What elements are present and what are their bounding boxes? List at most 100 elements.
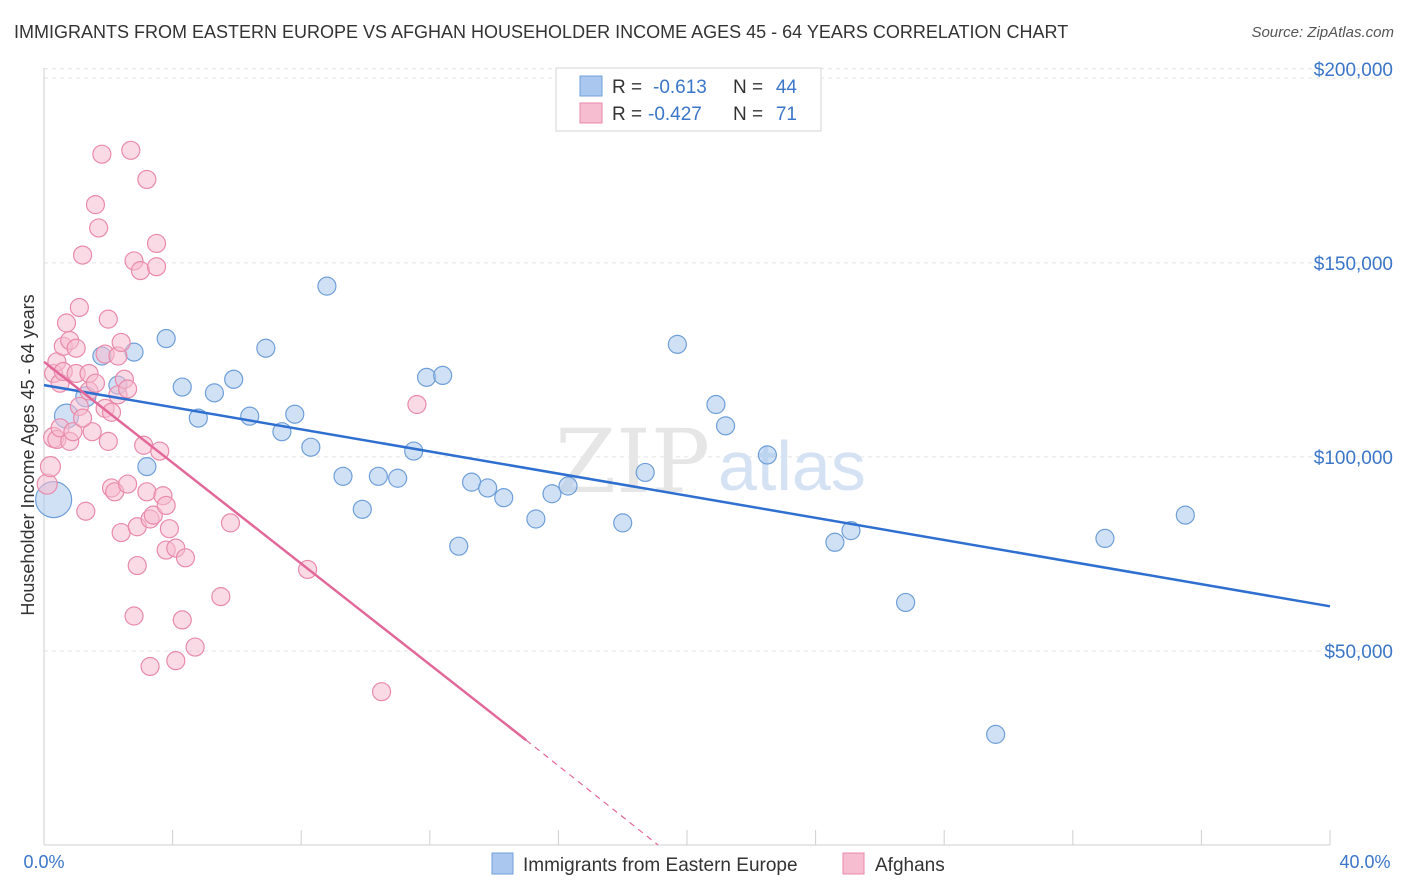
point-afghans-18 <box>72 245 93 265</box>
point-afghans-14 <box>66 338 86 358</box>
point-eastern-europe-30 <box>542 484 562 504</box>
point-afghans-25 <box>89 218 109 238</box>
grid-lines <box>44 68 1395 652</box>
point-afghans-0 <box>36 473 58 495</box>
point-eastern-europe-11 <box>224 369 244 389</box>
point-afghans-63 <box>185 637 205 657</box>
legend-n-value-1: 44 <box>776 77 798 98</box>
y-tick-label-100000: $100,000 <box>1314 448 1393 469</box>
point-afghans-23 <box>85 195 106 215</box>
chart-title: IMMIGRANTS FROM EASTERN EUROPE VS AFGHAN… <box>14 22 1069 42</box>
point-eastern-europe-16 <box>301 437 321 457</box>
x-tick-label-max: 40.0% <box>1339 852 1390 872</box>
point-afghans-40 <box>121 140 141 160</box>
point-afghans-62 <box>175 548 196 568</box>
legend-n-label-1: N = <box>733 77 763 98</box>
point-afghans-36 <box>111 332 131 353</box>
point-afghans-50 <box>140 656 160 677</box>
point-afghans-58 <box>159 519 179 539</box>
bottom-legend-swatch-pink <box>842 852 865 875</box>
point-afghans-24 <box>85 373 106 393</box>
point-eastern-europe-43 <box>1175 505 1195 525</box>
point-afghans-51 <box>143 505 163 525</box>
point-eastern-europe-34 <box>667 334 687 354</box>
point-afghans-56 <box>156 495 176 516</box>
point-afghans-1 <box>39 456 62 478</box>
legend-swatch-pink <box>579 102 603 124</box>
point-afghans-45 <box>130 261 151 281</box>
bottom-legend-label-eastern-europe: Immigrants from Eastern Europe <box>523 855 798 876</box>
point-afghans-48 <box>137 482 157 502</box>
point-eastern-europe-6 <box>137 457 157 477</box>
watermark: ZIP atlas <box>555 410 866 513</box>
x-ticks <box>43 830 1331 845</box>
point-eastern-europe-39 <box>841 521 861 541</box>
point-afghans-35 <box>111 522 131 543</box>
point-eastern-europe-28 <box>494 488 514 508</box>
point-eastern-europe-31 <box>558 476 578 496</box>
legend-n-value-2: 71 <box>776 104 797 125</box>
point-eastern-europe-24 <box>433 365 453 386</box>
point-eastern-europe-26 <box>461 472 482 492</box>
x-tick-label-min: 0.0% <box>23 852 64 872</box>
point-eastern-europe-10 <box>204 383 224 403</box>
legend-r-label-1: R = <box>612 77 642 98</box>
point-eastern-europe-18 <box>333 466 353 486</box>
point-afghans-61 <box>172 610 192 630</box>
point-eastern-europe-27 <box>478 478 498 498</box>
y-tick-label-50000: $50,000 <box>1324 642 1393 663</box>
y-tick-label-150000: $150,000 <box>1314 254 1393 275</box>
point-afghans-44 <box>127 555 147 576</box>
point-afghans-13 <box>63 422 83 442</box>
point-afghans-52 <box>146 257 167 277</box>
point-eastern-europe-22 <box>404 441 424 461</box>
legend: R = -0.613 N = 44 R = -0.427 N = 71 <box>555 67 822 132</box>
point-afghans-64 <box>211 587 231 607</box>
point-afghans-10 <box>56 313 77 333</box>
y-tick-labels: $50,000 $100,000 $150,000 $200,000 <box>1314 60 1393 663</box>
trend-line-afghans-extension <box>525 739 659 846</box>
point-afghans-70 <box>98 431 118 451</box>
bottom-legend-swatch-blue <box>491 852 514 875</box>
point-eastern-europe-17 <box>317 276 337 296</box>
point-eastern-europe-36 <box>715 416 736 436</box>
legend-r-label-2: R = <box>612 104 642 125</box>
series-afghans-points <box>36 140 427 702</box>
series-eastern-europe-points <box>35 276 1195 744</box>
point-afghans-22 <box>82 422 102 442</box>
point-eastern-europe-32 <box>613 513 633 533</box>
y-tick-label-200000: $200,000 <box>1314 60 1393 81</box>
point-afghans-59 <box>166 651 186 671</box>
point-eastern-europe-40 <box>896 592 916 613</box>
point-eastern-europe-8 <box>172 377 192 397</box>
point-afghans-65 <box>220 513 241 533</box>
point-eastern-europe-23 <box>416 367 437 387</box>
point-eastern-europe-42 <box>1095 528 1115 549</box>
bottom-legend: Immigrants from Eastern Europe Afghans <box>491 852 945 876</box>
point-eastern-europe-41 <box>986 724 1006 744</box>
trend-lines <box>43 360 1331 846</box>
point-eastern-europe-21 <box>388 468 408 488</box>
point-eastern-europe-19 <box>352 499 372 519</box>
point-afghans-68 <box>407 394 427 415</box>
point-afghans-47 <box>137 169 157 190</box>
bottom-legend-label-afghans: Afghans <box>875 855 945 876</box>
trend-line-afghans <box>43 360 528 742</box>
point-eastern-europe-15 <box>285 404 305 424</box>
point-eastern-europe-25 <box>449 536 469 556</box>
source-credit: Source: ZipAtlas.com <box>1251 24 1394 41</box>
point-afghans-38 <box>117 379 138 399</box>
legend-r-value-2: -0.427 <box>648 104 702 125</box>
trend-line-eastern-europe <box>43 383 1331 608</box>
legend-r-value-1: -0.613 <box>653 77 707 98</box>
point-eastern-europe-33 <box>635 462 655 483</box>
point-eastern-europe-29 <box>526 509 546 529</box>
y-axis-label: Householder Income Ages 45 - 64 years <box>18 294 38 615</box>
point-eastern-europe-35 <box>706 394 726 415</box>
watermark-atlas: atlas <box>718 427 866 505</box>
point-eastern-europe-7 <box>156 328 176 349</box>
point-afghans-26 <box>92 144 112 164</box>
watermark-zip: ZIP <box>555 410 710 513</box>
point-afghans-53 <box>146 233 167 254</box>
